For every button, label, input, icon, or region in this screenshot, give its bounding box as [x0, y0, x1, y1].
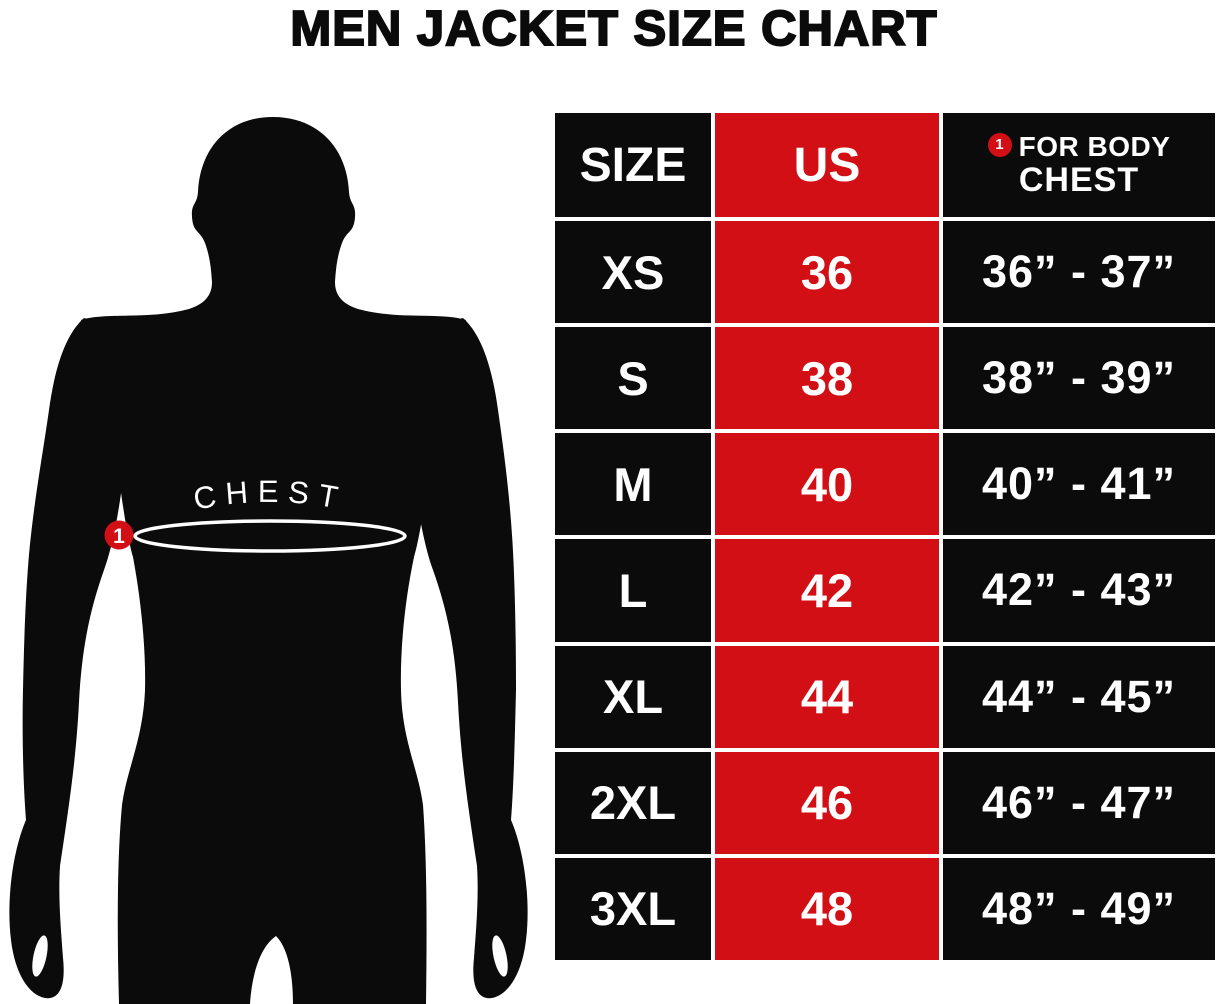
- us-cell: 42: [715, 539, 939, 642]
- marker-1-badge-figure: 1: [104, 520, 134, 550]
- chest-cell: 36” - 37”: [943, 221, 1215, 324]
- body-silhouette-figure: CHEST 1: [0, 0, 560, 1004]
- chest-cell: 42” - 43”: [943, 539, 1215, 642]
- us-cell: 46: [715, 751, 939, 854]
- size-cell: XL: [555, 645, 711, 748]
- size-table: SIZE US 1 FOR BODY CHEST XS 36 36” - 37”…: [555, 113, 1215, 960]
- size-cell: XS: [555, 221, 711, 324]
- header-size: SIZE: [555, 113, 711, 217]
- header-chest-line2: CHEST: [1018, 160, 1140, 199]
- left-hand-notch: [32, 935, 48, 977]
- right-hand-notch: [492, 935, 508, 977]
- right-arm-shape: [409, 318, 528, 999]
- us-cell: 36: [715, 221, 939, 324]
- size-cell: 3XL: [555, 857, 711, 960]
- header-chest: 1 FOR BODY CHEST: [943, 113, 1215, 217]
- size-cell: 2XL: [555, 751, 711, 854]
- header-us: US: [715, 113, 939, 217]
- chest-measure-ellipse: [133, 519, 407, 553]
- us-cell: 40: [715, 433, 939, 536]
- chest-cell: 38” - 39”: [943, 327, 1215, 430]
- size-cell: L: [555, 539, 711, 642]
- us-cell: 48: [715, 857, 939, 960]
- torso-shape: [81, 117, 466, 1004]
- page-title: MEN JACKET SIZE CHART: [289, 1, 938, 57]
- marker-number: 1: [113, 525, 125, 548]
- us-cell: 44: [715, 645, 939, 748]
- chest-cell: 46” - 47”: [943, 751, 1215, 854]
- header-chest-line1: 1 FOR BODY: [987, 130, 1171, 162]
- chest-cell: 40” - 41”: [943, 433, 1215, 536]
- chest-cell: 48” - 49”: [943, 857, 1215, 960]
- us-cell: 38: [715, 327, 939, 430]
- chest-cell: 44” - 45”: [943, 645, 1215, 748]
- marker-1-badge-header: 1: [987, 132, 1012, 157]
- size-cell: S: [555, 327, 711, 430]
- left-arm-shape: [9, 318, 128, 999]
- header-chest-for-body: FOR BODY: [1018, 130, 1171, 162]
- size-cell: M: [555, 433, 711, 536]
- marker-circle: [104, 520, 134, 550]
- body-silhouette: CHEST 1: [9, 117, 528, 1004]
